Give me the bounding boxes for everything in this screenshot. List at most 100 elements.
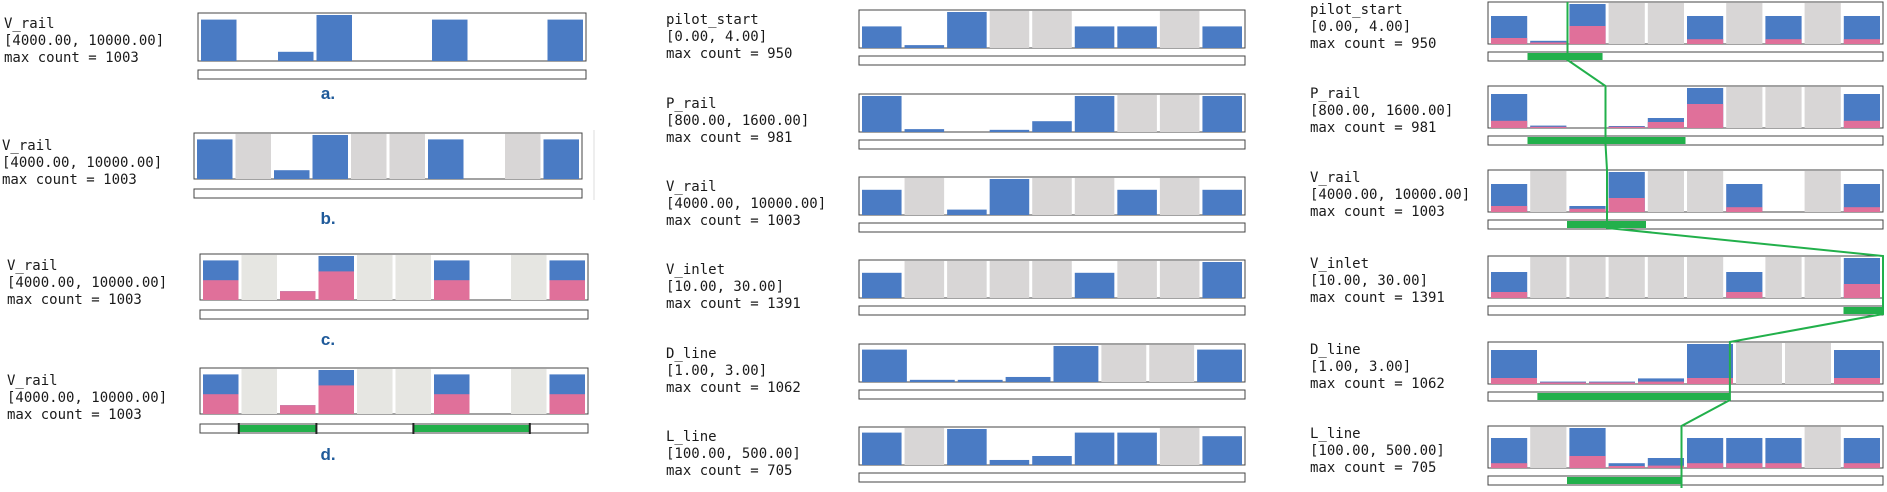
mid-P_rail-shaded-bin <box>1159 95 1200 132</box>
vrail-1-bar[interactable] <box>197 139 233 179</box>
right-L_line-range-slider[interactable] <box>1487 475 1884 486</box>
panel-b: V_rail[4000.00, 10000.00]max count = 100… <box>2 132 583 228</box>
vrail-0-bar[interactable] <box>201 19 237 62</box>
vrail-3-slider-handle[interactable] <box>315 423 318 434</box>
right-L_line-bar[interactable] <box>1843 438 1880 468</box>
vrail-3-highlight-bar <box>318 385 354 414</box>
variable-range: [10.00, 30.00] <box>666 279 784 295</box>
right-V_inlet-range-slider[interactable] <box>1487 305 1884 316</box>
mid-pilot_start-shaded-bin <box>989 11 1030 48</box>
mid-V_inlet-bar[interactable] <box>1074 272 1115 298</box>
mid-pilot_start-bar[interactable] <box>1117 26 1157 48</box>
right-D_line-slider-selection[interactable] <box>1537 393 1730 400</box>
mid-pilot_start-bar[interactable] <box>1074 26 1115 48</box>
mid-P_rail-range-slider[interactable] <box>858 139 1246 150</box>
max-count: max count = 981 <box>666 130 792 146</box>
right-L_line-bar[interactable] <box>1687 438 1724 468</box>
right-V_rail-shaded-bin <box>1530 171 1567 212</box>
vrail-3-slider-handle[interactable] <box>237 423 240 434</box>
mid-L_line-bar[interactable] <box>1032 456 1072 465</box>
vrail-0-bar[interactable] <box>316 15 353 61</box>
right-L_line-bar[interactable] <box>1647 458 1684 468</box>
right-D_line-highlight-bar <box>1687 378 1733 384</box>
mid-P_rail-bar[interactable] <box>1074 96 1115 132</box>
mid-L_line-bar[interactable] <box>1117 432 1157 465</box>
variable-name: V_rail <box>2 138 53 154</box>
mid-V_inlet-range-slider[interactable] <box>858 305 1246 316</box>
mid-D_line-bar[interactable] <box>862 349 907 382</box>
vrail-3-slider-selection[interactable] <box>238 425 317 432</box>
mid-L_line-range-slider[interactable] <box>858 472 1246 483</box>
mid-L_line-bar[interactable] <box>862 432 902 465</box>
vrail-2-range-slider[interactable] <box>199 309 589 320</box>
right-V_inlet-slider-selection[interactable] <box>1843 307 1884 314</box>
vrail-1-shaded-bin <box>235 134 271 179</box>
vrail-3-range-slider[interactable] <box>199 423 589 434</box>
right-L_line-bar[interactable] <box>1608 463 1645 468</box>
mid-D_line-bar[interactable] <box>1197 349 1242 382</box>
right-pilot_start-range-slider[interactable] <box>1487 51 1884 62</box>
vrail-0-range-slider[interactable] <box>197 69 587 80</box>
right-L_line-shaded-bin <box>1530 427 1567 468</box>
mid-D_line-bar[interactable] <box>1053 346 1099 382</box>
mid-D_line-bar[interactable] <box>1005 376 1051 382</box>
vrail-0-bar[interactable] <box>547 19 584 62</box>
right-D_line-bar[interactable] <box>1687 344 1733 384</box>
mid-P_rail-bar[interactable] <box>904 129 945 132</box>
right-L_line-bar[interactable] <box>1726 438 1763 468</box>
mid-V_inlet-bar[interactable] <box>862 272 902 298</box>
mid-pilot_start-range-slider[interactable] <box>858 55 1246 66</box>
right-V_rail-highlight-bar <box>1491 206 1528 212</box>
mid-D_line-bar[interactable] <box>909 379 955 382</box>
vrail-0-bar[interactable] <box>278 51 314 61</box>
right-row-P_rail: P_rail[800.00, 1600.00]max count = 981 <box>1310 85 1884 146</box>
vrail-3-slider-handle[interactable] <box>528 423 531 434</box>
mid-V_rail-bar[interactable] <box>989 179 1030 215</box>
mid-pilot_start-bar[interactable] <box>862 26 902 48</box>
vrail-3-shaded-bin <box>511 369 547 414</box>
mid-V_rail-bar[interactable] <box>1117 189 1157 215</box>
mid-V_rail-bar[interactable] <box>862 189 902 215</box>
right-V_rail-highlight-bar <box>1608 198 1645 212</box>
mid-pilot_start-bar[interactable] <box>1202 26 1242 48</box>
vrail-1-bar[interactable] <box>312 135 349 179</box>
vrail-3-slider-handle[interactable] <box>412 423 415 434</box>
mid-L_line-bar[interactable] <box>1074 432 1115 465</box>
right-L_line-slider-selection[interactable] <box>1567 477 1682 484</box>
mid-V_inlet-bar[interactable] <box>1202 262 1242 298</box>
mid-V_rail-range-slider[interactable] <box>858 222 1246 233</box>
mid-P_rail-bar[interactable] <box>1032 121 1072 132</box>
right-pilot_start-slider-selection[interactable] <box>1527 53 1603 60</box>
right-L_line-bar[interactable] <box>1491 438 1528 468</box>
mid-L_line-bar[interactable] <box>989 459 1030 465</box>
mid-L_line-bar[interactable] <box>947 429 987 465</box>
right-D_line-bar[interactable] <box>1638 378 1684 384</box>
mid-pilot_start-bar[interactable] <box>947 12 987 48</box>
mid-P_rail-bar[interactable] <box>989 129 1030 132</box>
right-L_line-shaded-bin <box>1804 427 1841 468</box>
mid-V_rail-bar[interactable] <box>947 209 987 215</box>
mid-V_inlet-shaded-bin <box>1032 261 1072 298</box>
mid-D_line-range-slider[interactable] <box>858 389 1246 400</box>
panel-caption: c. <box>321 330 335 349</box>
vrail-1-bar[interactable] <box>428 139 464 179</box>
mid-P_rail-bar[interactable] <box>862 96 902 132</box>
variable-range: [0.00, 4.00] <box>1310 19 1411 35</box>
right-V_rail-range-slider[interactable] <box>1487 219 1884 230</box>
right-pilot_start-shaded-bin <box>1726 3 1763 44</box>
vrail-0-bar[interactable] <box>432 19 468 62</box>
vrail-1-bar[interactable] <box>543 139 580 179</box>
right-L_line-bar[interactable] <box>1765 438 1802 468</box>
mid-pilot_start-bar[interactable] <box>904 45 945 48</box>
mid-D_line-bar[interactable] <box>957 379 1003 382</box>
right-P_rail-highlight-bar <box>1687 104 1724 128</box>
vrail-1-bar[interactable] <box>274 170 310 179</box>
vrail-1-range-slider[interactable] <box>193 188 583 199</box>
right-pilot_start-highlight-bar <box>1765 39 1802 44</box>
vrail-3-slider-selection[interactable] <box>413 425 530 432</box>
mid-V_rail-bar[interactable] <box>1202 189 1242 215</box>
mid-P_rail-bar[interactable] <box>1202 96 1242 132</box>
vrail-2-shaded-bin <box>395 255 431 300</box>
mid-L_line-bar[interactable] <box>1202 436 1242 465</box>
